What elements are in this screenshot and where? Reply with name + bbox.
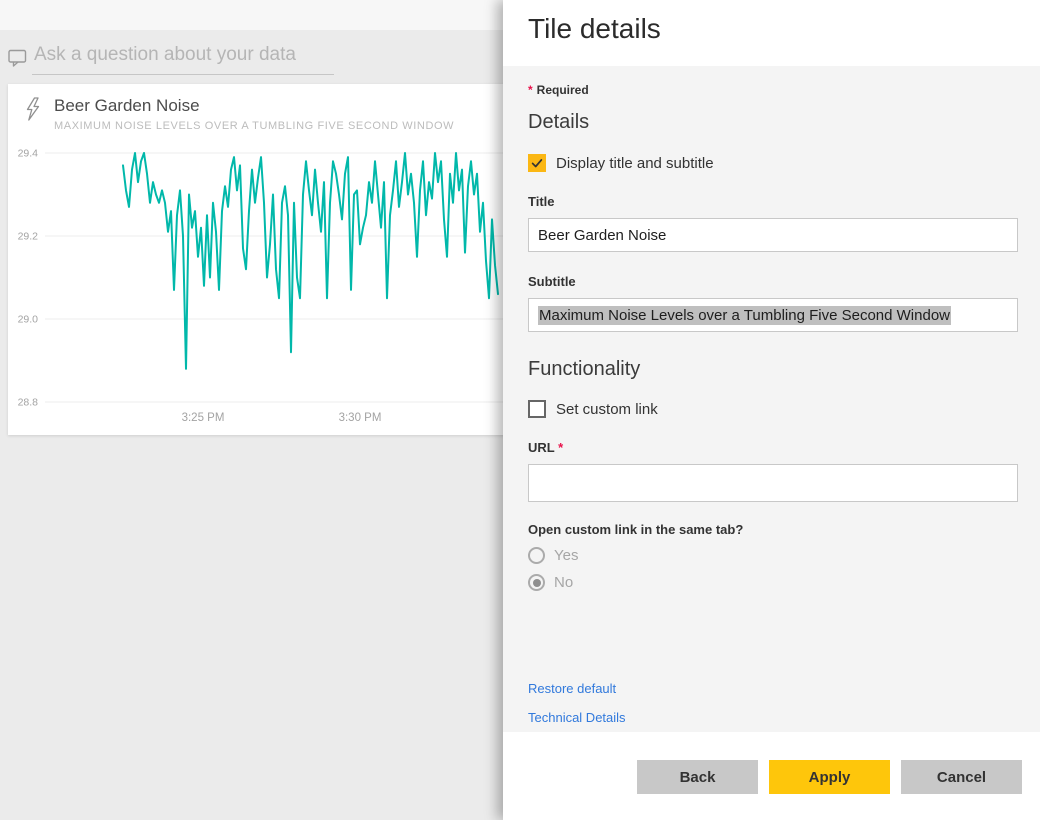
apply-button[interactable]: Apply bbox=[769, 760, 890, 794]
tile-titles: Beer Garden Noise MAXIMUM NOISE LEVELS O… bbox=[54, 96, 454, 132]
qna-bar bbox=[8, 44, 334, 75]
radio-no bbox=[528, 574, 545, 591]
radio-row-no: No bbox=[528, 574, 1018, 591]
svg-text:29.2: 29.2 bbox=[18, 231, 39, 243]
svg-text:29.4: 29.4 bbox=[18, 148, 39, 160]
set-custom-link-checkbox[interactable] bbox=[528, 400, 546, 418]
required-note: * Required bbox=[528, 83, 589, 97]
title-field-label: Title bbox=[528, 194, 555, 209]
tile-subtitle: MAXIMUM NOISE LEVELS OVER A TUMBLING FIV… bbox=[54, 120, 455, 132]
title-input[interactable] bbox=[528, 218, 1018, 252]
back-button[interactable]: Back bbox=[637, 760, 758, 794]
checkmark-icon bbox=[531, 159, 543, 168]
qna-question-input[interactable] bbox=[32, 44, 334, 75]
radio-dot bbox=[532, 578, 541, 587]
set-custom-link-checkbox-label: Set custom link bbox=[556, 400, 658, 418]
panel-title: Tile details bbox=[528, 13, 661, 44]
panel-footer: Back Apply Cancel bbox=[503, 732, 1040, 820]
svg-text:3:30 PM: 3:30 PM bbox=[339, 412, 382, 424]
open-same-tab-label: Open custom link in the same tab? bbox=[528, 522, 744, 537]
radio-yes bbox=[528, 547, 545, 564]
radio-no-label: No bbox=[554, 574, 574, 591]
url-required-star: * bbox=[558, 440, 564, 455]
url-input[interactable] bbox=[528, 464, 1018, 502]
tile-title: Beer Garden Noise bbox=[54, 96, 200, 115]
svg-text:28.8: 28.8 bbox=[18, 397, 39, 409]
radio-yes-label: Yes bbox=[554, 547, 579, 564]
subtitle-field-label: Subtitle bbox=[528, 274, 576, 289]
svg-text:3:25 PM: 3:25 PM bbox=[182, 412, 225, 424]
url-field-label: URL * bbox=[528, 440, 564, 455]
functionality-heading: Functionality bbox=[528, 358, 641, 380]
speech-bubble-icon bbox=[8, 48, 27, 72]
subtitle-selected-text: Maximum Noise Levels over a Tumbling Fiv… bbox=[538, 305, 951, 325]
technical-details-link[interactable]: Technical Details bbox=[528, 710, 626, 725]
display-title-checkbox-row[interactable]: Display title and subtitle bbox=[528, 154, 1018, 172]
tile-details-panel: Tile details * Required Details Display t… bbox=[503, 0, 1040, 820]
svg-text:29.0: 29.0 bbox=[18, 314, 39, 326]
details-heading: Details bbox=[528, 111, 590, 133]
subtitle-input[interactable]: Maximum Noise Levels over a Tumbling Fiv… bbox=[528, 298, 1018, 332]
restore-default-link[interactable]: Restore default bbox=[528, 681, 617, 696]
set-custom-link-checkbox-row[interactable]: Set custom link bbox=[528, 400, 1018, 418]
display-title-checkbox[interactable] bbox=[528, 154, 546, 172]
radio-row-yes: Yes bbox=[528, 547, 1018, 564]
tile-header: Beer Garden Noise MAXIMUM NOISE LEVELS O… bbox=[22, 96, 454, 132]
cancel-button[interactable]: Cancel bbox=[901, 760, 1022, 794]
panel-header: Tile details bbox=[503, 0, 1040, 66]
required-star: * bbox=[528, 83, 533, 97]
display-title-checkbox-label: Display title and subtitle bbox=[556, 154, 714, 172]
streaming-lightning-icon bbox=[22, 96, 44, 132]
panel-body: * Required Details Display title and subt… bbox=[503, 66, 1040, 732]
